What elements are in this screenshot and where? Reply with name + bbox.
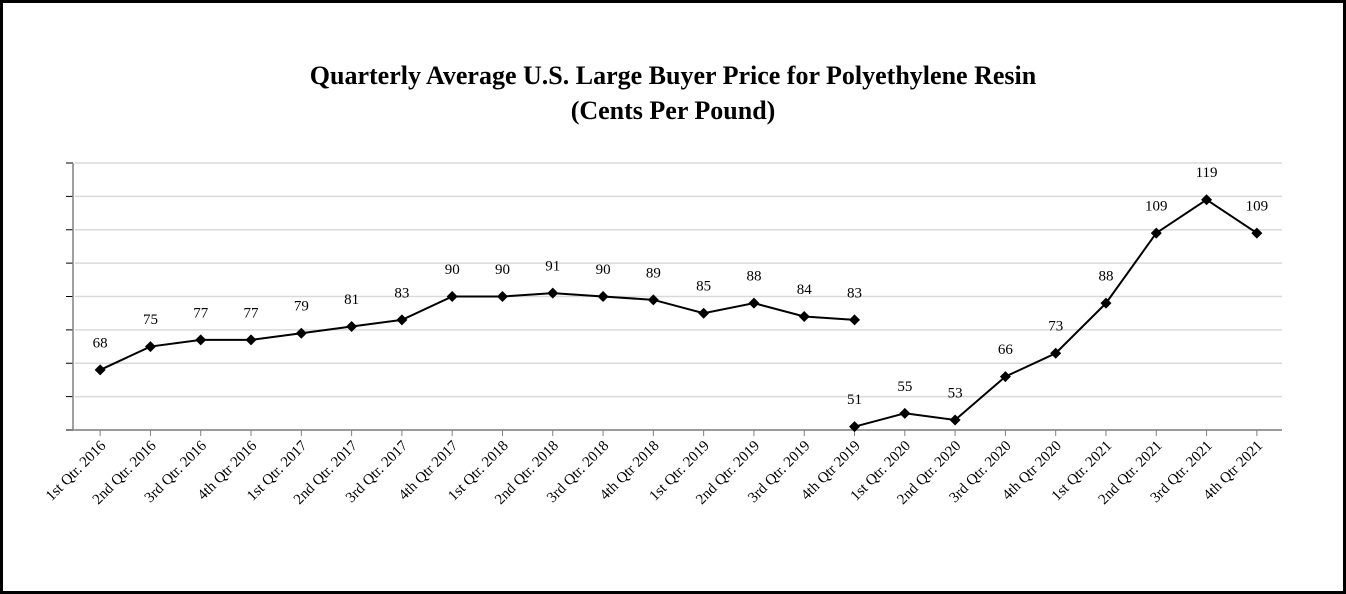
data-label: 83 xyxy=(394,285,409,301)
marker xyxy=(1251,227,1263,239)
data-label: 77 xyxy=(193,305,209,321)
data-label: 77 xyxy=(244,305,260,321)
marker xyxy=(396,314,408,326)
marker xyxy=(597,291,609,302)
marker xyxy=(798,311,810,323)
data-label: 109 xyxy=(1246,199,1269,215)
data-label: 55 xyxy=(897,379,912,395)
data-label: 84 xyxy=(797,282,813,298)
data-label: 68 xyxy=(93,335,108,351)
chart-subtitle: (Cents Per Pound) xyxy=(571,96,776,125)
marker xyxy=(1201,194,1213,206)
marker xyxy=(849,421,861,433)
data-label: 88 xyxy=(1098,269,1113,285)
marker xyxy=(647,294,659,306)
marker xyxy=(195,334,207,346)
data-label: 53 xyxy=(948,385,963,401)
data-label: 83 xyxy=(847,285,862,301)
marker xyxy=(496,291,508,302)
marker xyxy=(144,341,156,353)
marker xyxy=(899,407,911,419)
data-label: 73 xyxy=(1048,319,1063,335)
marker xyxy=(245,334,257,346)
marker xyxy=(999,371,1011,383)
data-label: 66 xyxy=(998,342,1014,358)
marker xyxy=(295,327,307,339)
data-label: 90 xyxy=(596,262,611,278)
data-label: 85 xyxy=(696,279,711,295)
line xyxy=(99,292,855,371)
data-label: 75 xyxy=(143,312,158,328)
data-label: 89 xyxy=(646,265,661,281)
marker xyxy=(1100,297,1112,309)
chart-title: Quarterly Average U.S. Large Buyer Price… xyxy=(310,61,1037,90)
data-label: 88 xyxy=(746,269,761,285)
data-label: 51 xyxy=(847,392,862,408)
marker xyxy=(698,307,710,319)
marker xyxy=(346,321,358,333)
marker xyxy=(94,364,106,376)
marker xyxy=(1150,227,1162,239)
marker xyxy=(446,291,458,302)
marker xyxy=(547,287,559,299)
data-label: 90 xyxy=(445,262,460,278)
marker xyxy=(849,314,861,326)
data-label: 91 xyxy=(545,259,560,275)
marker xyxy=(1050,347,1062,359)
data-label: 81 xyxy=(344,292,359,308)
data-label: 119 xyxy=(1196,165,1218,181)
data-label: 90 xyxy=(495,262,510,278)
data-label: 109 xyxy=(1145,199,1168,215)
marker xyxy=(748,297,760,309)
data-label: 79 xyxy=(294,299,309,315)
marker xyxy=(949,414,961,426)
